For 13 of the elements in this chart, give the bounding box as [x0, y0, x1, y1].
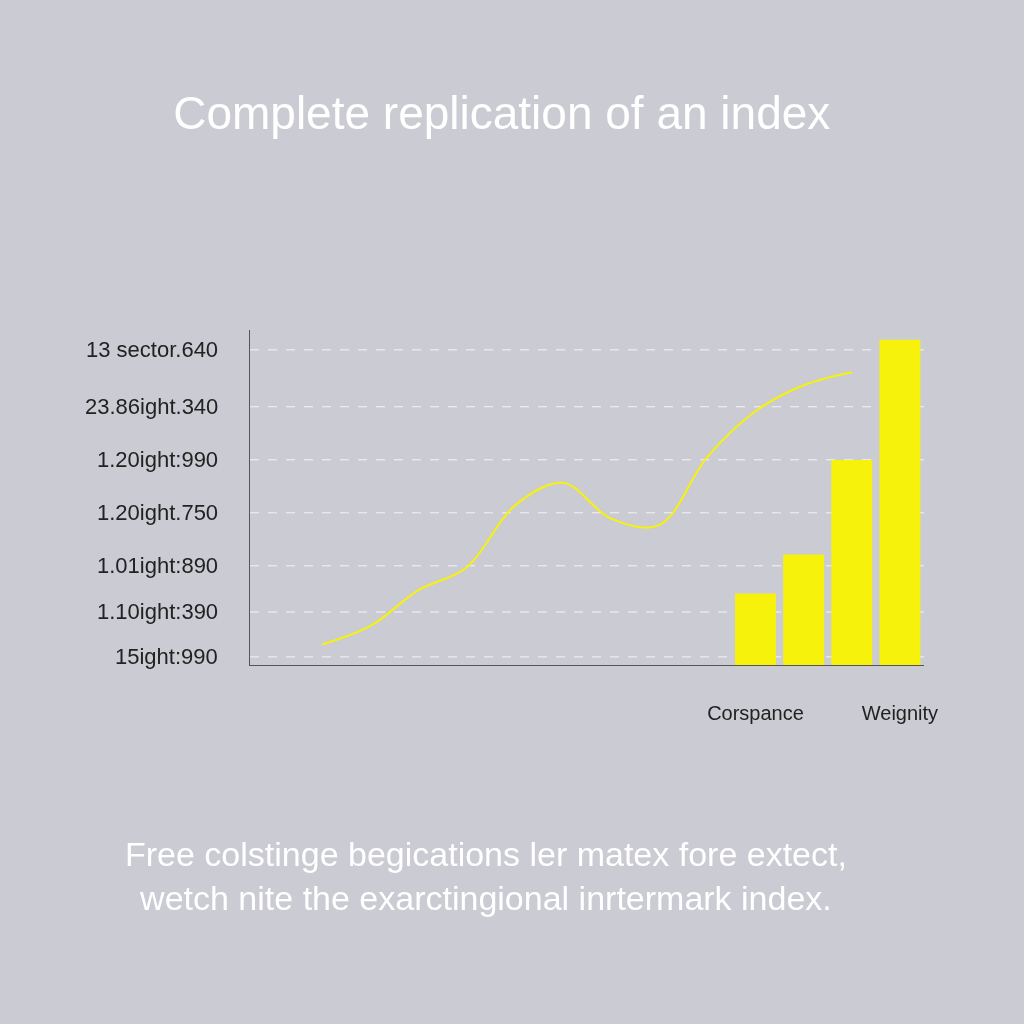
x-tick-label: Weignity — [861, 702, 939, 724]
bar — [735, 593, 776, 665]
text: 1.10ight:390 — [97, 599, 219, 624]
text: 23.86ight.340 — [85, 394, 219, 419]
bar — [831, 460, 873, 665]
text: 1.20ight.750 — [97, 500, 219, 525]
bar — [783, 554, 825, 665]
text: 1.20ight:990 — [97, 447, 219, 472]
text: 1.01ight:890 — [97, 553, 219, 578]
text: 13 sector.640 — [86, 337, 219, 362]
text: 15ight:990 — [115, 644, 218, 669]
bar — [879, 339, 921, 665]
x-tick-label: Corspance — [707, 702, 804, 724]
